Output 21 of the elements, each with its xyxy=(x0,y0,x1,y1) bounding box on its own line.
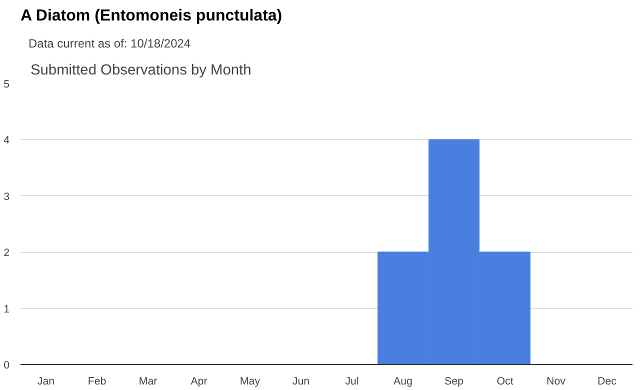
x-tick-label: Jan xyxy=(37,376,55,388)
y-tick-label: 3 xyxy=(4,190,10,203)
y-tick-label: 0 xyxy=(4,360,10,372)
x-tick-label: Aug xyxy=(394,376,413,388)
x-tick-label: Oct xyxy=(496,376,514,388)
x-tick-label: Mar xyxy=(138,376,158,388)
x-tick-label: Nov xyxy=(546,376,566,388)
y-tick-label: 2 xyxy=(4,247,10,260)
chart-subtitle: Data current as of: 10/18/2024 xyxy=(28,36,191,50)
x-tick-label: Jun xyxy=(292,376,310,388)
x-tick-label: Jul xyxy=(345,376,359,388)
text: Submitted Observations by Month xyxy=(30,62,252,78)
x-tick-label: Feb xyxy=(88,376,106,388)
y-tick-label: 4 xyxy=(4,134,10,147)
x-tick-label: Dec xyxy=(598,376,618,388)
y-tick-label: 5 xyxy=(4,78,10,90)
x-tick-label: Apr xyxy=(190,376,208,388)
x-tick-label: Sep xyxy=(444,376,464,388)
chart-title: A Diatom (Entomoneis punctulata) xyxy=(20,8,282,24)
y-tick-label: 1 xyxy=(4,303,10,316)
x-tick-label: May xyxy=(240,376,261,388)
